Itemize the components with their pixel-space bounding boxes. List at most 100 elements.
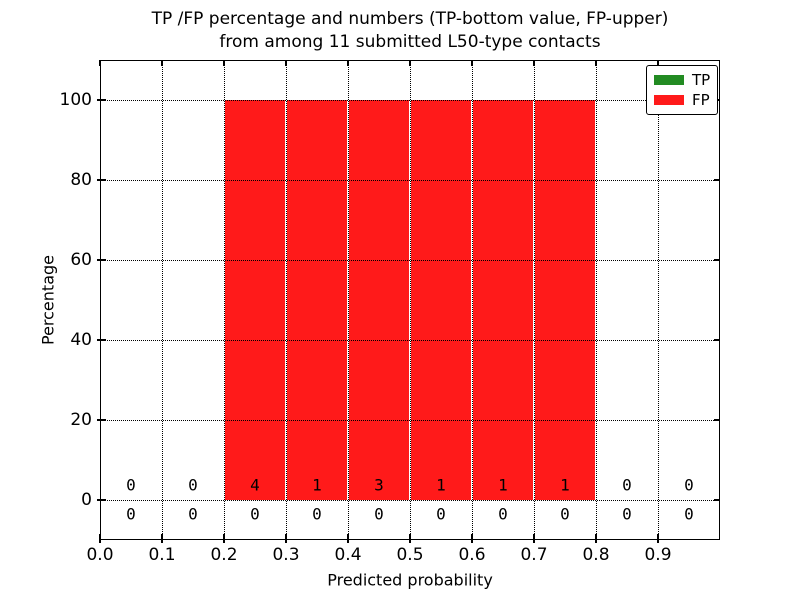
y-tick-label: 20	[70, 410, 92, 430]
x-tick-label: 0.4	[334, 545, 362, 565]
count-label-fp: 3	[374, 475, 384, 495]
y-tick-label: 0	[81, 490, 92, 510]
y-tick-mark	[97, 419, 106, 421]
x-tick-mark	[99, 534, 101, 543]
y-tick-mark-right	[714, 339, 720, 341]
x-tick-mark-top	[595, 60, 597, 66]
count-label-fp: 1	[498, 475, 508, 495]
y-tick-mark	[97, 179, 106, 181]
x-tick-label: 0.1	[148, 545, 176, 565]
bar-fp	[224, 100, 286, 500]
x-tick-mark-top	[161, 60, 163, 66]
legend-label-fp: FP	[692, 90, 710, 109]
grid-line-horizontal	[100, 419, 720, 421]
count-label-fp: 0	[622, 475, 632, 495]
grid-line-horizontal	[100, 259, 720, 261]
count-label-tp: 0	[312, 504, 322, 524]
chart-title: TP /FP percentage and numbers (TP-bottom…	[100, 8, 720, 54]
count-label-tp: 0	[436, 504, 446, 524]
grid-line-horizontal	[100, 499, 720, 501]
y-tick-mark	[97, 99, 106, 101]
x-axis-label: Predicted probability	[327, 570, 493, 590]
legend-entry-fp: FP	[647, 90, 717, 109]
x-tick-label: 0.3	[272, 545, 300, 565]
x-tick-mark	[285, 534, 287, 543]
x-tick-label: 0.5	[396, 545, 424, 565]
count-label-fp: 0	[126, 475, 136, 495]
chart-title-line1: TP /FP percentage and numbers (TP-bottom…	[151, 9, 669, 29]
chart-title-line2: from among 11 submitted L50-type contact…	[219, 32, 601, 52]
fp-color-swatch	[654, 95, 684, 105]
count-label-fp: 0	[684, 475, 694, 495]
x-tick-label: 0.7	[520, 545, 548, 565]
x-tick-mark-top	[657, 60, 659, 66]
x-tick-mark-top	[223, 60, 225, 66]
grid-line-vertical	[285, 60, 287, 540]
x-tick-label: 0.9	[644, 545, 672, 565]
count-label-tp: 0	[126, 504, 136, 524]
y-tick-label: 40	[70, 330, 92, 350]
x-tick-label: 0.0	[86, 545, 114, 565]
y-tick-label: 80	[70, 170, 92, 190]
x-tick-mark-top	[99, 60, 101, 66]
plot-area: 0 0 4 1 3 1 1 1 0 0 0 0 0 0 0 0 0 0 0 0	[97, 60, 720, 543]
x-tick-mark-top	[347, 60, 349, 66]
y-tick-mark	[97, 259, 106, 261]
x-tick-label: 0.8	[582, 545, 610, 565]
count-label-tp: 0	[250, 504, 260, 524]
legend: TP FP	[646, 65, 718, 115]
count-label-fp: 1	[312, 475, 322, 495]
grid-line-vertical	[223, 60, 225, 540]
grid-line-horizontal	[100, 99, 720, 101]
x-tick-mark	[409, 534, 411, 543]
x-tick-mark	[223, 534, 225, 543]
y-tick-mark-right	[714, 259, 720, 261]
grid-line-vertical	[533, 60, 535, 540]
y-tick-mark	[97, 339, 106, 341]
count-label-fp: 4	[250, 475, 260, 495]
grid-line-horizontal	[100, 179, 720, 181]
count-label-fp: 1	[560, 475, 570, 495]
grid-line-horizontal	[100, 339, 720, 341]
bar-fp	[472, 100, 534, 500]
y-tick-mark-right	[714, 419, 720, 421]
legend-label-tp: TP	[692, 70, 711, 89]
count-label-tp: 0	[188, 504, 198, 524]
count-label-fp: 1	[436, 475, 446, 495]
count-label-fp: 0	[188, 475, 198, 495]
y-tick-mark-right	[714, 179, 720, 181]
y-tick-label: 60	[70, 250, 92, 270]
y-tick-mark-right	[714, 499, 720, 501]
count-label-tp: 0	[622, 504, 632, 524]
bar-fp	[286, 100, 348, 500]
x-tick-mark	[657, 534, 659, 543]
x-tick-mark	[161, 534, 163, 543]
tp-color-swatch	[654, 75, 684, 85]
grid-line-vertical	[657, 60, 659, 540]
x-tick-mark	[347, 534, 349, 543]
grid-line-vertical	[471, 60, 473, 540]
grid-line-vertical	[595, 60, 597, 540]
x-tick-mark	[595, 534, 597, 543]
x-tick-mark-top	[409, 60, 411, 66]
x-tick-mark	[533, 534, 535, 543]
count-label-tp: 0	[560, 504, 570, 524]
y-tick-mark	[97, 499, 106, 501]
x-tick-mark	[471, 534, 473, 543]
y-tick-label: 100	[59, 90, 92, 110]
grid-line-vertical	[161, 60, 163, 540]
legend-entry-tp: TP	[647, 70, 717, 89]
count-label-tp: 0	[498, 504, 508, 524]
bar-fp	[410, 100, 472, 500]
x-tick-label: 0.2	[210, 545, 238, 565]
grid-line-vertical	[347, 60, 349, 540]
count-label-tp: 0	[374, 504, 384, 524]
bar-fp	[534, 100, 596, 500]
x-tick-mark-top	[533, 60, 535, 66]
grid-line-vertical	[409, 60, 411, 540]
x-tick-mark-top	[471, 60, 473, 66]
bar-fp	[348, 100, 410, 500]
x-tick-label: 0.6	[458, 545, 486, 565]
count-label-tp: 0	[684, 504, 694, 524]
